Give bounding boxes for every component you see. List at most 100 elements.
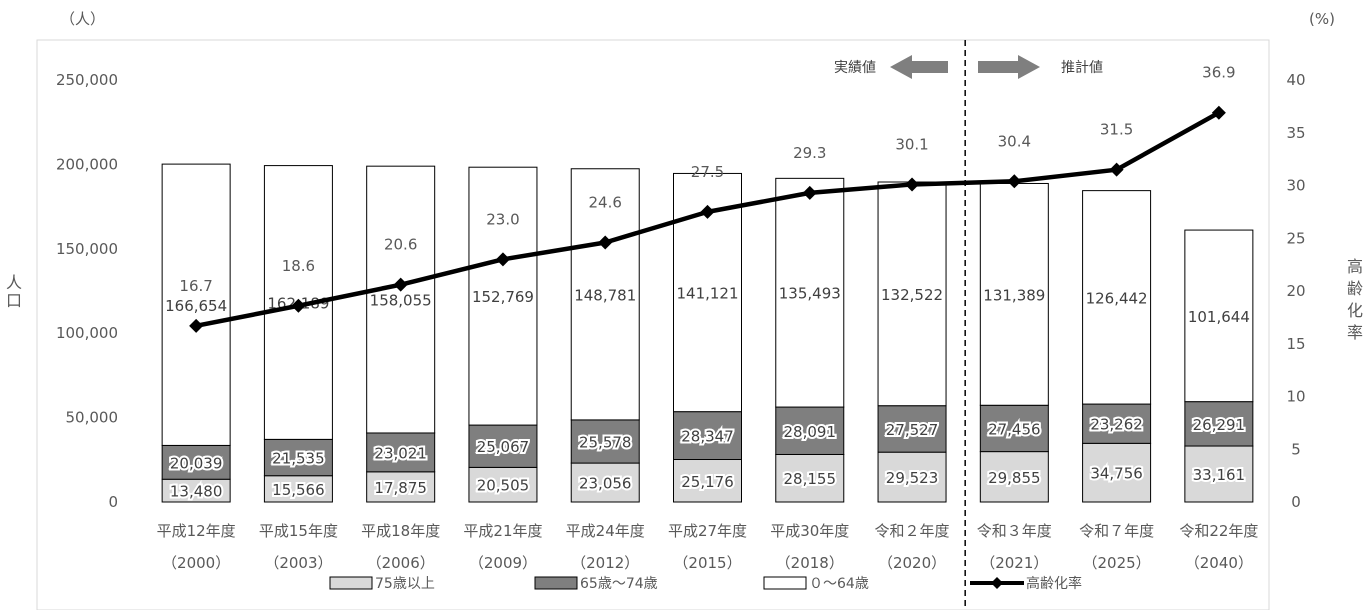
legend-label: 高齢化率 <box>1026 575 1082 592</box>
category-label: 平成12年度 <box>157 522 236 540</box>
right-tick-label: 10 <box>1286 388 1305 406</box>
right-tick-label: 25 <box>1286 229 1305 247</box>
bar-value-label: 17,875 <box>374 479 427 497</box>
rate-value-label: 30.1 <box>895 135 928 153</box>
category-label: 平成30年度 <box>770 522 849 540</box>
bar-value-label: 28,091 <box>784 423 837 441</box>
legend-label: 75歳以上 <box>375 576 435 592</box>
bar-segment <box>775 406 845 455</box>
bar-segment <box>1184 445 1254 503</box>
bar-segment <box>979 182 1049 406</box>
right-tick-label: 15 <box>1286 335 1305 353</box>
forecast-label: 推計値 <box>1061 60 1103 76</box>
bar-value-label: 29,523 <box>886 469 939 487</box>
category-label: 令和７年度 <box>1079 522 1154 540</box>
rate-value-label: 29.3 <box>793 144 826 162</box>
bar-value-label: 21,535 <box>272 450 325 468</box>
bar-value-label: 132,522 <box>881 286 943 304</box>
bar-value-label: 158,055 <box>370 292 432 310</box>
rate-line: 16.7 18.6 20.6 23.0 24.6 27.5 29.3 30.1 30.4 31.5… <box>179 64 1236 333</box>
left-tick-label: 0 <box>108 493 118 511</box>
category-year-label: （2003） <box>264 554 332 572</box>
bar-segment <box>979 404 1049 453</box>
right-tick-label: 40 <box>1286 71 1305 89</box>
bar-value-label: 23,056 <box>579 475 632 493</box>
category-label: 平成15年度 <box>259 522 338 540</box>
right-tick-label: 20 <box>1286 282 1305 300</box>
right-axis-unit: (%) <box>1309 10 1335 28</box>
left-tick-label: 200,000 <box>56 155 118 173</box>
bar-segment <box>673 459 742 503</box>
left-axis-title: 人口 <box>6 273 22 310</box>
legend-line-marker <box>991 577 1003 589</box>
left-arrow-icon <box>890 55 948 79</box>
bar-segment <box>1184 229 1254 403</box>
bar-segment <box>877 451 947 503</box>
bar-segment <box>161 444 231 480</box>
bar-segment <box>775 177 845 408</box>
rate-value-label: 31.5 <box>1100 121 1133 139</box>
rate-value-label: 23.0 <box>486 210 519 228</box>
rate-value-label: 18.6 <box>282 257 315 275</box>
actual-label: 実績値 <box>834 60 876 76</box>
legend-swatch <box>329 576 373 590</box>
category-year-label: （2012） <box>571 554 639 572</box>
rate-marker <box>700 204 715 219</box>
rate-value-label: 20.6 <box>384 236 417 254</box>
bar-segment <box>570 462 640 503</box>
bar-value-label: 33,161 <box>1193 466 1246 484</box>
left-tick-label: 50,000 <box>66 409 119 427</box>
rate-marker <box>802 185 817 200</box>
bar-segment <box>366 165 436 434</box>
rate-marker <box>393 277 408 292</box>
right-axis-ticks: 0 5 10 15 20 25 30 35 40 <box>1286 71 1305 511</box>
divider: 実績値 推計値 <box>834 40 1103 610</box>
legend-swatch <box>534 576 578 590</box>
bar-value-label: 28,155 <box>784 470 837 488</box>
bar-segment <box>673 411 742 461</box>
bar-value-label: 126,442 <box>1086 289 1148 307</box>
legend-label: 65歳〜74歳 <box>580 576 658 592</box>
bar-segment <box>468 166 538 426</box>
left-axis-ticks: 0 50,000 100,000 150,000 200,000 250,000 <box>56 71 118 511</box>
bar-value-label: 25,067 <box>477 438 530 456</box>
category-year-label: （2006） <box>367 554 435 572</box>
category-year-label: （2000） <box>162 554 230 572</box>
bar-segment <box>468 466 538 503</box>
bar-value-label: 20,039 <box>170 454 223 472</box>
right-arrow-icon <box>978 55 1040 79</box>
bar-value-label: 166,654 <box>165 297 227 315</box>
category-label: 令和３年度 <box>977 522 1052 540</box>
bar-segment <box>1082 442 1152 503</box>
bar-value-label: 29,855 <box>988 469 1041 487</box>
category-label: 平成18年度 <box>361 522 440 540</box>
rate-value-label: 36.9 <box>1202 64 1235 82</box>
bar-value-label: 13,480 <box>170 483 223 501</box>
category-year-label: （2020） <box>878 554 946 572</box>
bar-value-label: 148,781 <box>574 286 636 304</box>
rate-marker <box>1109 162 1124 177</box>
bar-value-label: 101,644 <box>1188 308 1250 326</box>
bar-value-label: 15,566 <box>272 481 325 499</box>
left-axis-unit: （人） <box>60 10 105 28</box>
category-label: 令和２年度 <box>875 522 950 540</box>
chart-frame <box>36 39 1270 610</box>
category-year-label: （2015） <box>673 554 741 572</box>
category-label: 令和22年度 <box>1179 522 1258 540</box>
bar-value-label: 25,578 <box>579 433 632 451</box>
right-tick-label: 30 <box>1286 177 1305 195</box>
bar-value-label: 26,291 <box>1193 416 1246 434</box>
category-year-label: （2009） <box>469 554 537 572</box>
category-label: 平成24年度 <box>566 522 645 540</box>
bar-value-label: 20,505 <box>477 477 530 495</box>
right-tick-label: 35 <box>1286 124 1305 142</box>
left-tick-label: 250,000 <box>56 71 118 89</box>
rate-value-label: 24.6 <box>589 193 622 211</box>
category-label: 平成21年度 <box>463 522 542 540</box>
rate-marker <box>291 298 306 313</box>
bar-value-label: 27,527 <box>886 421 939 439</box>
rate-marker <box>189 318 204 333</box>
legend-swatch <box>763 576 807 590</box>
category-year-label: （2018） <box>776 554 844 572</box>
bar-value-label: 25,176 <box>681 473 734 491</box>
